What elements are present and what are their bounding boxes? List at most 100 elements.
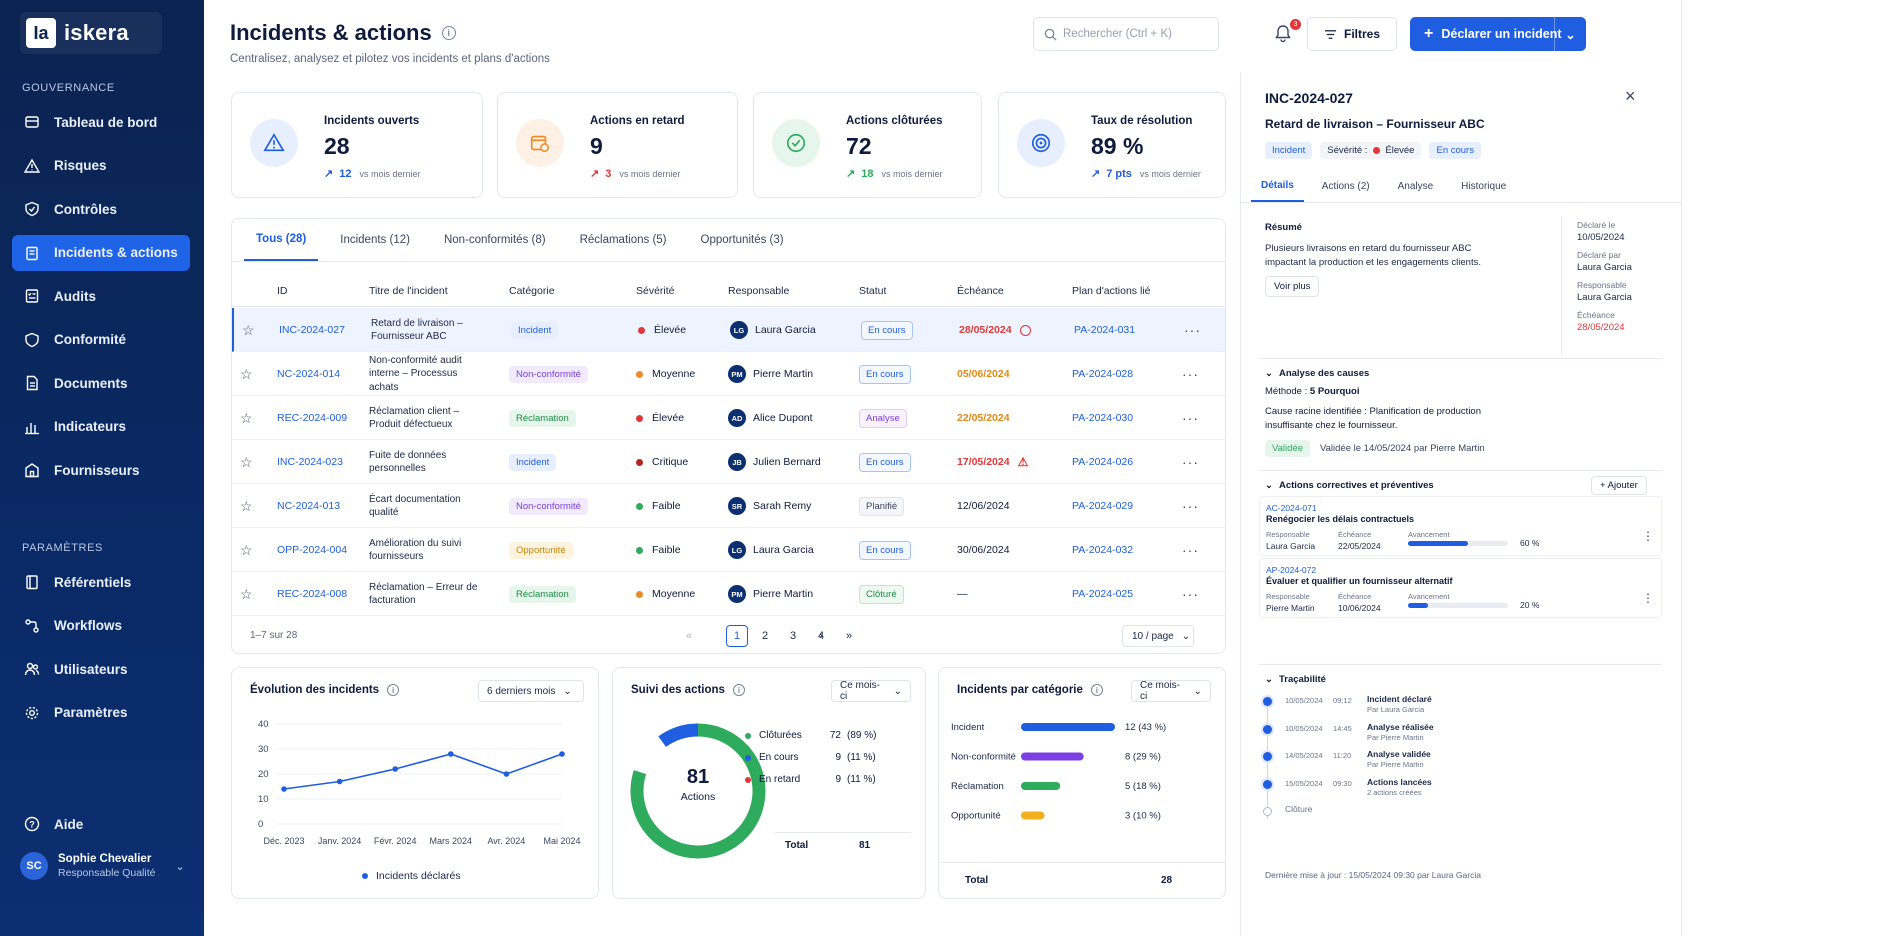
info-icon[interactable]: i: [441, 26, 456, 40]
table-row[interactable]: ☆ REC-2024-009 Réclamation client – Produi…: [232, 396, 1225, 440]
action-plan-link[interactable]: PA-2024-028: [1072, 368, 1134, 380]
add-action-button[interactable]: + Ajouter: [1591, 476, 1647, 495]
sidebar-item-utilisateurs[interactable]: Utilisateurs: [12, 651, 190, 687]
app-logo[interactable]: Ia iskera: [20, 12, 162, 54]
action-id-link[interactable]: AC-2024-071: [1266, 503, 1317, 513]
panel-tab-3[interactable]: Historique: [1461, 180, 1507, 192]
kpi-card[interactable]: Incidents ouverts 28 ↗ 12 vs mois dernier: [231, 92, 483, 198]
table-row[interactable]: ☆ OPP-2024-004 Amélioration du suivi fourn…: [232, 528, 1225, 572]
sidebar-item-audits[interactable]: Audits: [12, 278, 190, 314]
panel-tab-1[interactable]: Actions (2): [1321, 180, 1370, 192]
star-icon[interactable]: ☆: [240, 453, 253, 470]
more-options-icon[interactable]: ···: [1184, 322, 1201, 338]
action-plan-link[interactable]: PA-2024-025: [1072, 588, 1134, 600]
star-icon[interactable]: ☆: [240, 409, 253, 426]
table-row[interactable]: ☆ NC-2024-013 Écart documentation qualité N…: [232, 484, 1225, 528]
tab-3[interactable]: Réclamations (5): [579, 234, 667, 246]
star-icon[interactable]: ☆: [240, 365, 253, 382]
page-button[interactable]: 3: [789, 630, 797, 642]
sidebar-item-fournisseurs[interactable]: Fournisseurs: [12, 452, 190, 488]
kpi-card[interactable]: Taux de résolution 89 % ↗ 7 pts vs mois dern…: [998, 92, 1226, 198]
more-options-icon[interactable]: ···: [1182, 454, 1199, 470]
tab-4[interactable]: Opportunités (3): [700, 234, 784, 246]
sidebar-item-controles[interactable]: Contrôles: [12, 191, 190, 227]
sidebar-item-referentiels[interactable]: Référentiels: [12, 564, 190, 600]
tab-1[interactable]: Incidents (12): [340, 234, 410, 246]
page-button[interactable]: 2: [761, 630, 769, 642]
sidebar-item-indicateurs[interactable]: Indicateurs: [12, 409, 190, 445]
first-page-icon[interactable]: «: [685, 630, 693, 642]
incident-id-link[interactable]: OPP-2024-004: [277, 544, 348, 556]
column-header[interactable]: Statut: [859, 285, 887, 297]
sidebar-item-risques[interactable]: Risques: [12, 148, 190, 184]
chevron-down-icon[interactable]: ⌄: [1554, 17, 1586, 51]
close-icon[interactable]: ×: [1625, 86, 1636, 106]
info-icon[interactable]: i: [732, 684, 745, 696]
incident-id-link[interactable]: REC-2024-009: [277, 412, 348, 424]
column-header[interactable]: Plan d'actions lié: [1072, 285, 1151, 297]
user-profile[interactable]: SC Sophie Chevalier Responsable Qualité …: [20, 852, 185, 880]
column-header[interactable]: Échéance: [957, 285, 1004, 297]
incident-id-link[interactable]: INC-2024-023: [277, 456, 343, 468]
period-select[interactable]: Ce mois-ci ⌄: [1131, 680, 1211, 702]
action-item[interactable]: AP-2024-072 Évaluer et qualifier un fourn…: [1259, 558, 1662, 618]
kpi-card[interactable]: Actions clôturées 72 ↗ 18 vs mois dernier: [753, 92, 982, 198]
action-id-link[interactable]: AP-2024-072: [1266, 565, 1317, 575]
table-row[interactable]: ☆ NC-2024-014 Non-conformité audit interne…: [232, 352, 1225, 396]
star-icon[interactable]: ☆: [240, 585, 253, 602]
tab-2[interactable]: Non-conformités (8): [443, 234, 546, 246]
period-select[interactable]: 6 derniers mois ⌄: [478, 680, 584, 702]
actions-section-header[interactable]: ⌄ Actions correctives et préventives: [1265, 480, 1434, 491]
more-options-icon[interactable]: ⋮: [1642, 529, 1654, 543]
star-icon[interactable]: ☆: [242, 321, 255, 338]
period-select[interactable]: Ce mois-ci ⌄: [831, 680, 911, 702]
page-button[interactable]: 4: [817, 630, 825, 642]
action-item[interactable]: AC-2024-071 Renégocier les délais contrac…: [1259, 496, 1662, 556]
table-row[interactable]: ☆ REC-2024-008 Réclamation – Erreur de fac…: [232, 572, 1225, 616]
sidebar-item-workflows[interactable]: Workflows: [12, 608, 190, 644]
incident-id-link[interactable]: NC-2024-013: [277, 500, 341, 512]
bell-icon[interactable]: [1272, 22, 1294, 44]
column-header[interactable]: Titre de l'incident: [369, 285, 448, 297]
info-icon[interactable]: i: [1090, 684, 1103, 696]
tab-0[interactable]: Tous (28): [244, 219, 319, 261]
more-options-icon[interactable]: ···: [1182, 366, 1199, 382]
column-header[interactable]: Sévérité: [636, 285, 675, 297]
last-page-icon[interactable]: »: [845, 630, 853, 642]
action-plan-link[interactable]: PA-2024-032: [1072, 544, 1134, 556]
see-more-button[interactable]: Voir plus: [1265, 276, 1320, 297]
incident-id-link[interactable]: REC-2024-008: [277, 588, 348, 600]
column-header[interactable]: Responsable: [728, 285, 790, 297]
sidebar-item-documents[interactable]: Documents: [12, 365, 190, 401]
filters-button[interactable]: Filtres: [1307, 17, 1397, 51]
next-page-icon[interactable]: ›: [819, 630, 823, 642]
panel-tab-0[interactable]: Détails: [1251, 170, 1304, 202]
more-options-icon[interactable]: ···: [1182, 498, 1199, 514]
action-plan-link[interactable]: PA-2024-029: [1072, 500, 1134, 512]
more-options-icon[interactable]: ···: [1182, 542, 1199, 558]
page-button[interactable]: 1: [726, 625, 748, 647]
help-link[interactable]: ? Aide: [12, 806, 190, 842]
more-options-icon[interactable]: ···: [1182, 410, 1199, 426]
declare-incident-button[interactable]: + Déclarer un incident ⌄: [1410, 17, 1586, 51]
star-icon[interactable]: ☆: [240, 497, 253, 514]
per-page-select[interactable]: 10 / page ⌄: [1122, 625, 1194, 647]
action-plan-link[interactable]: PA-2024-031: [1074, 324, 1136, 336]
sidebar-item-parametres[interactable]: Paramètres: [12, 695, 190, 731]
star-icon[interactable]: ☆: [240, 541, 253, 558]
incident-id-link[interactable]: INC-2024-027: [279, 324, 345, 336]
sidebar-item-incidents-actions[interactable]: Incidents & actions: [12, 234, 190, 271]
panel-tab-2[interactable]: Analyse: [1397, 180, 1434, 192]
table-row[interactable]: ☆ INC-2024-023 Fuite de données personnell…: [232, 440, 1225, 484]
kpi-card[interactable]: Actions en retard 9 ↗ 3 vs mois dernier: [497, 92, 738, 198]
sidebar-item-conformite[interactable]: Conformité: [12, 322, 190, 358]
search-input[interactable]: Rechercher (Ctrl + K): [1033, 17, 1219, 51]
more-options-icon[interactable]: ···: [1182, 586, 1199, 602]
column-header[interactable]: ID: [277, 285, 288, 297]
more-options-icon[interactable]: ⋮: [1642, 591, 1654, 605]
table-row[interactable]: ☆ INC-2024-027 Retard de livraison – Fourn…: [232, 308, 1225, 352]
action-plan-link[interactable]: PA-2024-026: [1072, 456, 1134, 468]
sidebar-item-tableau-de-bord[interactable]: Tableau de bord: [12, 104, 190, 140]
causes-section-header[interactable]: ⌄ Analyse des causes: [1265, 368, 1369, 379]
incident-id-link[interactable]: NC-2024-014: [277, 368, 341, 380]
